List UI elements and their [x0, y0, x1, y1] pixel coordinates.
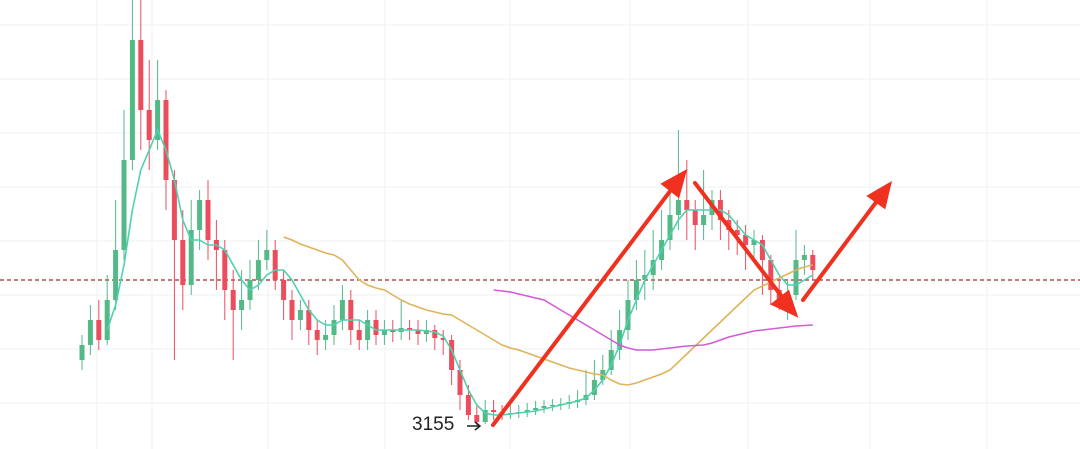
candle-body	[121, 160, 127, 250]
candle-body	[356, 330, 362, 340]
candle-body	[768, 260, 774, 290]
candle-body	[701, 215, 707, 225]
candle-body	[432, 330, 438, 338]
candle-body	[205, 200, 211, 240]
candle-body	[146, 110, 152, 140]
candle-body	[743, 235, 749, 245]
candle-body	[541, 406, 547, 408]
candle-body	[633, 280, 639, 300]
trend-arrows	[491, 168, 893, 427]
candle-body	[323, 335, 329, 340]
candle-body	[457, 370, 463, 395]
candle-body	[608, 350, 614, 370]
arrow-head	[660, 168, 688, 199]
grid	[0, 24, 1080, 404]
candle-body	[617, 330, 623, 350]
candle-body	[524, 410, 530, 412]
candle-body	[272, 250, 278, 280]
candle-body	[692, 210, 698, 225]
low-label: 3155	[412, 414, 454, 435]
candle-body	[373, 320, 379, 335]
arrow	[491, 184, 676, 427]
candle-body	[289, 300, 295, 320]
candle-body	[801, 255, 807, 260]
candle-body	[734, 230, 740, 235]
moving-average-line	[283, 236, 813, 386]
candle-body	[255, 260, 261, 280]
candle-body	[642, 275, 648, 280]
candle-body	[759, 240, 765, 260]
candle-body	[390, 330, 396, 332]
candle-body	[491, 410, 497, 412]
candle-body	[348, 300, 354, 330]
arrow-head	[866, 180, 893, 210]
candle-body	[264, 250, 270, 260]
low-pointer	[467, 421, 482, 431]
candle-body	[222, 250, 228, 290]
candle-body	[365, 320, 371, 340]
moving-average-line	[106, 127, 814, 416]
arrow	[801, 195, 882, 302]
candle-body	[129, 40, 135, 160]
candle-body	[314, 330, 320, 340]
arrow	[693, 181, 788, 304]
arrow-head	[770, 289, 799, 318]
candle-body	[474, 415, 480, 422]
candle-body	[650, 260, 656, 275]
candle-body	[79, 345, 85, 360]
candle-body	[239, 300, 245, 310]
candle-body	[533, 408, 539, 410]
candle-body	[407, 328, 413, 330]
moving-average-line	[493, 289, 813, 351]
candle-body	[423, 330, 429, 334]
candles	[79, 0, 816, 425]
vertical-grid	[96, 0, 988, 449]
candle-body	[440, 338, 446, 340]
candle-body	[810, 255, 816, 270]
candle-body	[113, 250, 119, 300]
candle-body	[230, 290, 236, 310]
candle-body	[188, 230, 194, 285]
candle-body	[684, 200, 690, 210]
candle-body	[138, 40, 144, 110]
candle-body	[197, 200, 203, 230]
candle-body	[281, 280, 287, 300]
candle-body	[415, 330, 421, 334]
candle-body	[591, 380, 597, 395]
candle-body	[180, 240, 186, 285]
candle-body	[381, 330, 387, 335]
candle-body	[104, 300, 110, 340]
candle-body	[751, 240, 757, 245]
candle-body	[549, 405, 555, 406]
candle-body	[482, 410, 488, 422]
candle-body	[163, 100, 169, 180]
candle-body	[667, 215, 673, 240]
candle-body	[331, 320, 337, 335]
candle-body	[449, 340, 455, 370]
candle-body	[155, 100, 161, 140]
candle-body	[465, 395, 471, 415]
candle-body	[171, 180, 177, 240]
candle-body	[675, 200, 681, 215]
candle-body	[625, 300, 631, 330]
candle-body	[96, 320, 102, 340]
moving-averages	[106, 127, 814, 416]
candle-body	[793, 260, 799, 295]
candle-body	[87, 320, 93, 345]
candle-body	[306, 310, 312, 330]
pointer-head	[474, 421, 482, 431]
candle-body	[339, 300, 345, 320]
candle-body	[297, 310, 303, 320]
